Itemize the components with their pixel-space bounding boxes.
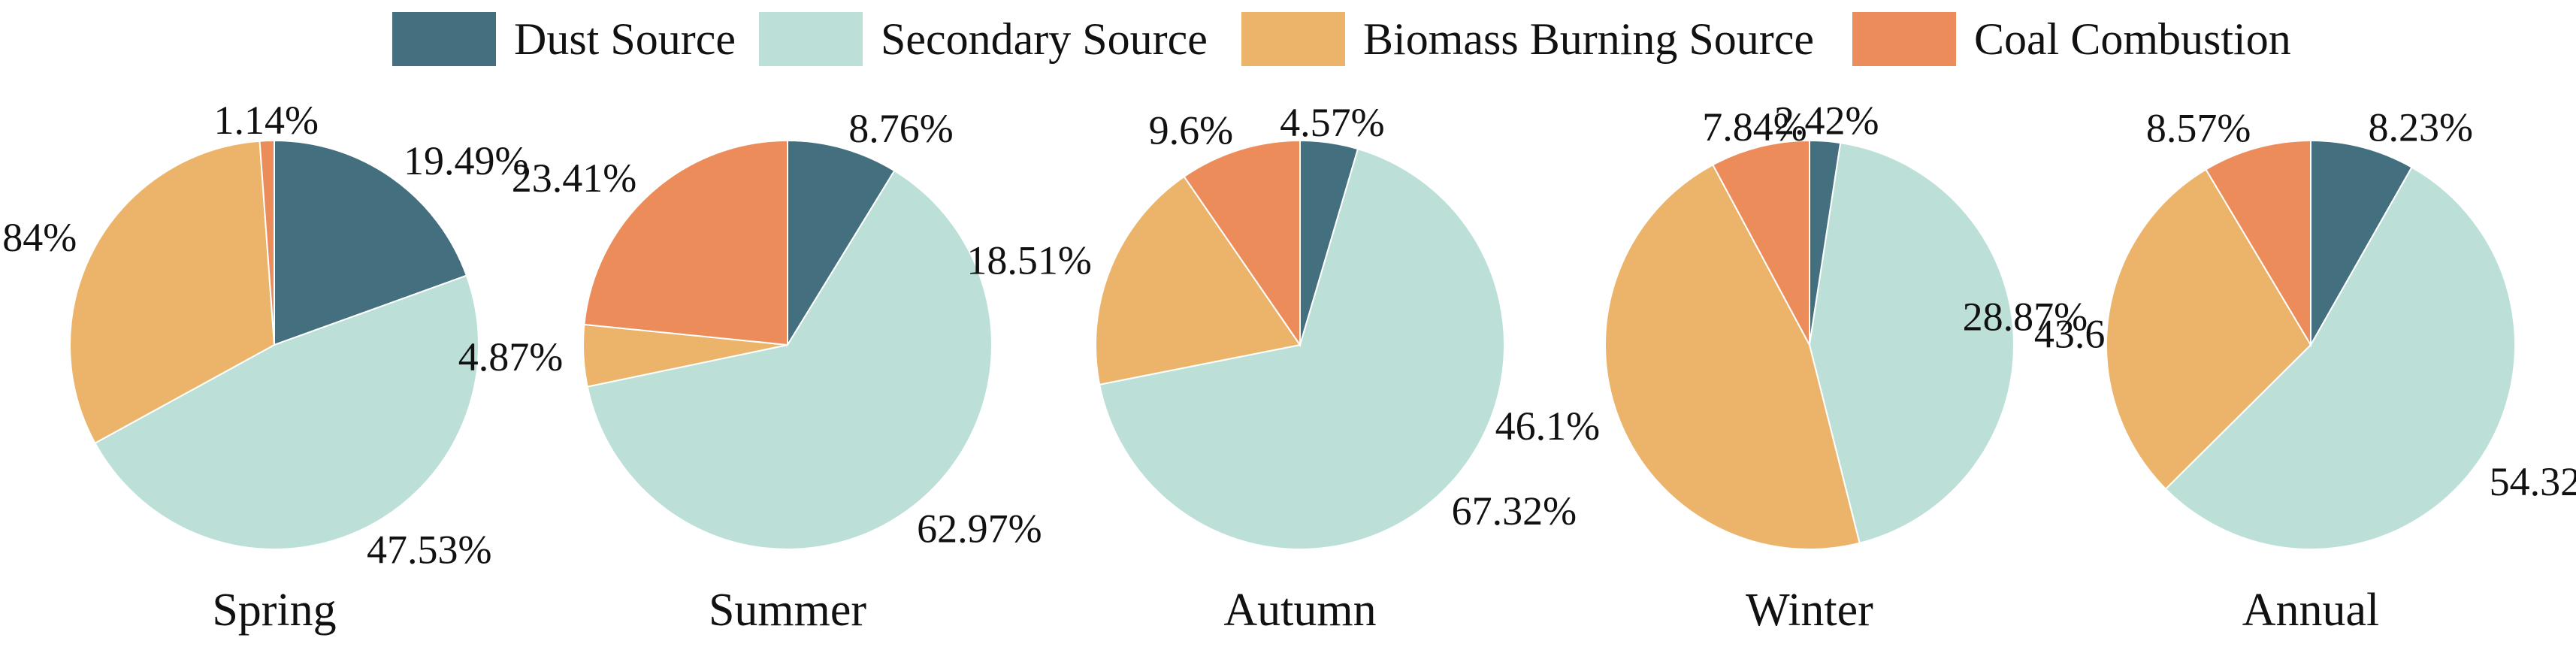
- pie-label-annual-coal-combustion: 8.57%: [2146, 106, 2251, 151]
- pie-label-summer-secondary-source: 62.97%: [917, 506, 1042, 552]
- pie-label-autumn-coal-combustion: 9.6%: [1149, 107, 1233, 153]
- pie-label-annual-biomass-burning-source: 28.87%: [1963, 295, 2088, 340]
- legend-item-biomass-burning-source: Biomass Burning Source: [1241, 11, 1814, 68]
- pie-slice-spring-secondary-source: [94, 274, 479, 550]
- pie-winter: 2.42%43.64%46.1%7.84%Winter: [1495, 98, 2160, 636]
- legend-label-dust-source: Dust Source: [514, 14, 736, 64]
- pie-slice-annual-coal-combustion: [2205, 139, 2311, 348]
- legend-label-secondary-source: Secondary Source: [881, 14, 1208, 64]
- pie-title-spring: Spring: [212, 585, 336, 636]
- legend-label-biomass-burning-source: Biomass Burning Source: [1363, 14, 1814, 64]
- pie-label-autumn-dust-source: 4.57%: [1280, 100, 1384, 145]
- pie-title-winter: Winter: [1746, 585, 1873, 636]
- pie-label-summer-biomass-burning-source: 4.87%: [458, 334, 563, 379]
- pie-title-annual: Annual: [2242, 585, 2380, 636]
- pie-slice-annual-dust-source: [2310, 139, 2413, 348]
- pie-label-spring-coal-combustion: 1.14%: [214, 98, 319, 143]
- pie-label-spring-dust-source: 19.49%: [404, 138, 528, 183]
- pie-slice-spring-biomass-burning-source: [69, 140, 276, 445]
- pie-slice-winter-secondary-source: [1808, 141, 2015, 544]
- pie-slice-spring-dust-source: [274, 139, 468, 346]
- pie-slice-summer-dust-source: [787, 139, 896, 348]
- pie-slice-summer-secondary-source: [586, 169, 993, 550]
- pie-title-summer: Summer: [709, 585, 866, 636]
- pie-slice-autumn-biomass-burning-source: [1095, 175, 1302, 385]
- pie-title-autumn: Autumn: [1223, 585, 1376, 636]
- legend-item-dust-source: Dust Source: [392, 11, 736, 68]
- pie-label-autumn-secondary-source: 67.32%: [1452, 488, 1577, 534]
- pie-label-summer-coal-combustion: 23.41%: [512, 156, 636, 201]
- pie-slice-autumn-secondary-source: [1099, 147, 1505, 550]
- pie-label-autumn-biomass-burning-source: 18.51%: [966, 237, 1091, 283]
- pie-label-summer-dust-source: 8.76%: [848, 106, 953, 151]
- pie-summer: 8.76% 62.97% 4.87% 23.41% Summer: [458, 106, 1042, 636]
- legend: Dust Source Secondary Source Biomass Bur…: [0, 0, 2576, 75]
- legend-swatch-coal-combustion: [1852, 12, 1956, 66]
- legend-swatch-dust-source: [392, 12, 496, 66]
- pie-annual: 8.23% 54.32% 28.87% 8.57% Annual: [1963, 105, 2576, 636]
- pie-label-winter-biomass-burning-source: 46.1%: [1495, 404, 1600, 449]
- pie-label-winter-dust-source: 2.42%: [1774, 98, 1879, 144]
- pie-spring: 19.49% 47.53% 31.84% 1.14% Spring: [0, 98, 528, 636]
- pie-label-spring-biomass-burning-source: 31.84%: [0, 215, 77, 260]
- pie-slice-annual-secondary-source: [2164, 166, 2517, 550]
- pie-autumn: 4.57% 67.32% 18.51% 9.6% Autumn: [966, 100, 1577, 636]
- legend-label-coal-combustion: Coal Combustion: [1974, 14, 2291, 64]
- pie-label-winter-coal-combustion: 7.84%: [1702, 104, 1807, 150]
- pie-slice-winter-biomass-burning-source: [1604, 163, 1861, 550]
- legend-item-secondary-source: Secondary Source: [759, 11, 1208, 68]
- pie-label-spring-secondary-source: 47.53%: [367, 528, 491, 573]
- pie-slice-annual-biomass-burning-source: [2106, 168, 2312, 491]
- pie-slice-autumn-coal-combustion: [1183, 139, 1301, 348]
- pie-slice-spring-coal-combustion: [259, 139, 275, 346]
- pie-slice-summer-coal-combustion: [583, 139, 788, 346]
- pie-label-annual-dust-source: 8.23%: [2369, 105, 2473, 150]
- pie-slice-winter-coal-combustion: [1712, 139, 1810, 346]
- legend-item-coal-combustion: Coal Combustion: [1852, 11, 2291, 68]
- legend-swatch-secondary-source: [759, 12, 863, 66]
- pie-label-annual-secondary-source: 54.32%: [2490, 459, 2576, 504]
- legend-swatch-biomass-burning-source: [1241, 12, 1345, 66]
